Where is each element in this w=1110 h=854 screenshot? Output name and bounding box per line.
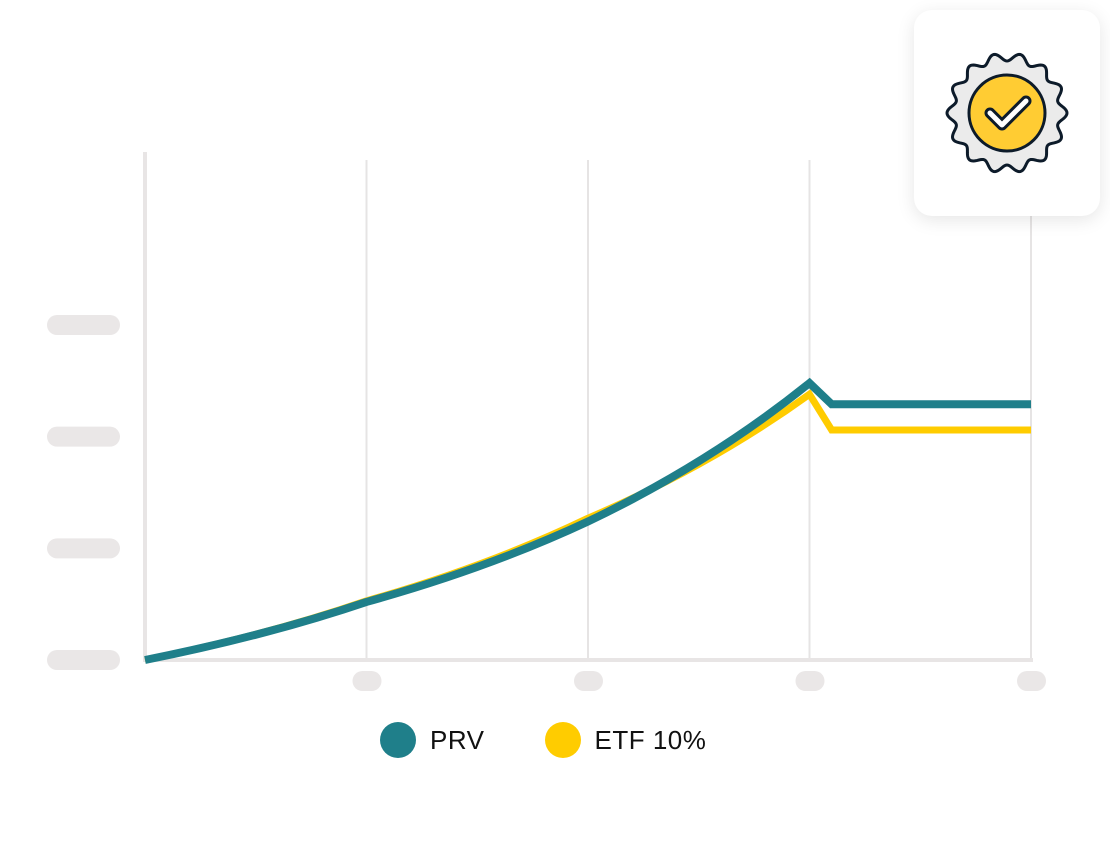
legend-label-prv: PRV bbox=[430, 724, 485, 755]
legend-item-prv: PRV bbox=[380, 722, 485, 758]
x-tick-label-3 bbox=[1017, 671, 1046, 691]
legend-swatch-etf bbox=[544, 722, 581, 758]
legend-label-etf: ETF 10% bbox=[594, 724, 707, 755]
series-line-prv bbox=[144, 377, 1031, 664]
check-mark-inner bbox=[987, 98, 1029, 128]
chart-legend: PRV ETF 10% bbox=[380, 722, 706, 758]
grid-lines bbox=[365, 160, 1032, 660]
y-tick-label-0 bbox=[47, 650, 120, 670]
y-tick-label-3 bbox=[47, 315, 120, 335]
x-tick-label-0 bbox=[352, 671, 382, 691]
axes bbox=[143, 152, 1033, 662]
y-tick-labels bbox=[47, 315, 120, 670]
y-tick-label-2 bbox=[47, 426, 120, 447]
x-tick-label-2 bbox=[795, 671, 825, 691]
verified-seal-check-icon bbox=[945, 52, 1069, 174]
x-tick-labels bbox=[352, 671, 1046, 691]
legend-swatch-prv bbox=[380, 722, 416, 758]
x-tick-label-1 bbox=[574, 671, 603, 691]
series-lines bbox=[144, 377, 1031, 664]
verified-badge-card bbox=[914, 10, 1100, 216]
legend-item-etf: ETF 10% bbox=[544, 722, 707, 758]
y-tick-label-1 bbox=[47, 538, 120, 559]
